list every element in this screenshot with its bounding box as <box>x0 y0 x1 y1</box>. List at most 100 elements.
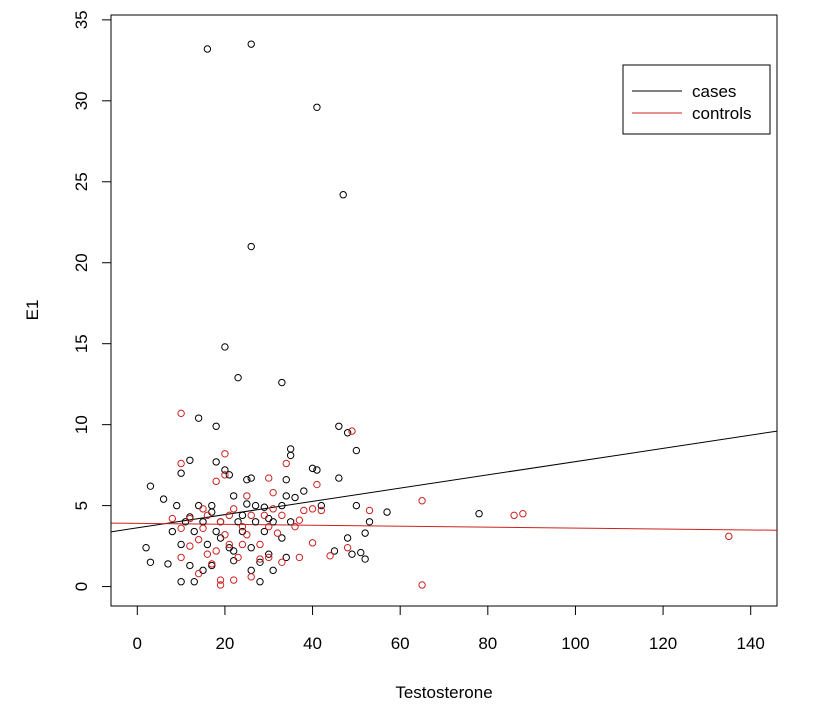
legend-label-cases: cases <box>692 82 736 101</box>
x-tick-label: 60 <box>391 634 410 653</box>
point-controls <box>278 511 286 520</box>
x-tick-label: 0 <box>133 634 142 653</box>
point-cases <box>190 527 198 536</box>
point-controls <box>265 522 273 531</box>
point-cases <box>260 527 269 536</box>
point-cases <box>260 503 269 511</box>
x-tick-label: 40 <box>303 634 322 653</box>
point-cases <box>164 560 172 568</box>
point-cases <box>330 547 339 555</box>
point-controls <box>256 540 264 549</box>
point-controls <box>269 488 277 497</box>
point-controls <box>229 505 238 513</box>
point-cases <box>177 578 185 586</box>
point-cases <box>234 518 242 526</box>
point-controls <box>203 511 212 520</box>
point-controls <box>229 576 238 584</box>
point-controls <box>269 505 277 513</box>
fit-lines <box>110 430 778 533</box>
legend-label-controls: controls <box>692 104 752 123</box>
data-points <box>142 40 733 589</box>
point-cases <box>343 534 352 542</box>
point-cases <box>282 553 290 562</box>
point-controls <box>212 477 220 486</box>
point-cases <box>247 242 255 251</box>
x-tick-label: 120 <box>649 634 677 653</box>
point-cases <box>247 474 255 482</box>
point-cases <box>212 422 220 430</box>
point-controls <box>256 555 264 563</box>
y-axis-label: E1 <box>23 300 42 321</box>
point-controls <box>278 558 286 566</box>
y-tick-label: 20 <box>72 253 91 272</box>
point-cases <box>177 469 185 477</box>
point-controls <box>177 459 185 468</box>
point-cases <box>475 510 483 518</box>
x-tick-label: 100 <box>561 634 589 653</box>
point-cases <box>247 544 255 552</box>
point-cases <box>282 492 290 500</box>
point-controls <box>317 506 326 515</box>
point-cases <box>238 511 247 520</box>
y-tick-label: 30 <box>72 91 91 110</box>
point-cases <box>286 445 295 453</box>
point-cases <box>339 191 347 199</box>
point-controls <box>265 474 273 482</box>
point-cases <box>343 429 352 437</box>
point-controls <box>225 511 234 520</box>
point-cases <box>313 466 321 474</box>
point-cases <box>278 378 286 387</box>
point-controls <box>177 524 185 532</box>
point-cases <box>365 518 374 526</box>
point-cases <box>243 500 251 508</box>
point-controls <box>243 492 251 500</box>
point-cases <box>203 540 212 549</box>
point-cases <box>286 518 295 526</box>
point-controls <box>186 514 194 523</box>
point-controls <box>348 427 356 435</box>
point-controls <box>216 576 225 584</box>
point-cases <box>199 566 207 575</box>
point-cases <box>186 561 194 570</box>
point-controls <box>725 532 733 541</box>
y-tick-label: 0 <box>72 582 91 591</box>
point-cases <box>357 548 365 557</box>
point-cases <box>348 550 356 558</box>
point-controls <box>273 529 282 537</box>
point-controls <box>247 511 255 520</box>
point-controls <box>510 511 518 520</box>
point-cases <box>142 544 150 552</box>
point-cases <box>190 578 198 586</box>
point-cases <box>186 456 194 464</box>
point-cases <box>361 555 369 563</box>
fit-line-cases <box>110 430 778 533</box>
y-tick-label: 35 <box>72 10 91 29</box>
point-controls <box>308 505 317 513</box>
point-cases <box>234 373 242 382</box>
point-controls <box>313 480 321 489</box>
point-controls <box>291 522 299 531</box>
point-cases <box>269 566 277 575</box>
point-cases <box>300 487 308 495</box>
y-tick-label: 5 <box>72 501 91 510</box>
x-tick-label: 140 <box>737 634 765 653</box>
point-cases <box>251 518 260 526</box>
point-cases <box>146 482 155 490</box>
point-controls <box>519 510 527 518</box>
point-controls <box>208 560 216 568</box>
point-cases <box>208 508 216 516</box>
point-cases <box>282 476 290 484</box>
point-cases <box>229 547 238 555</box>
point-controls <box>199 524 207 532</box>
y-tick-label: 15 <box>72 334 91 353</box>
point-cases <box>173 501 181 510</box>
point-controls <box>199 505 207 513</box>
point-controls <box>308 539 317 547</box>
point-cases <box>251 501 260 510</box>
point-cases <box>208 501 216 510</box>
point-cases <box>256 558 264 566</box>
point-cases <box>146 558 155 566</box>
point-cases <box>291 493 299 502</box>
y-tick-label: 10 <box>72 415 91 434</box>
